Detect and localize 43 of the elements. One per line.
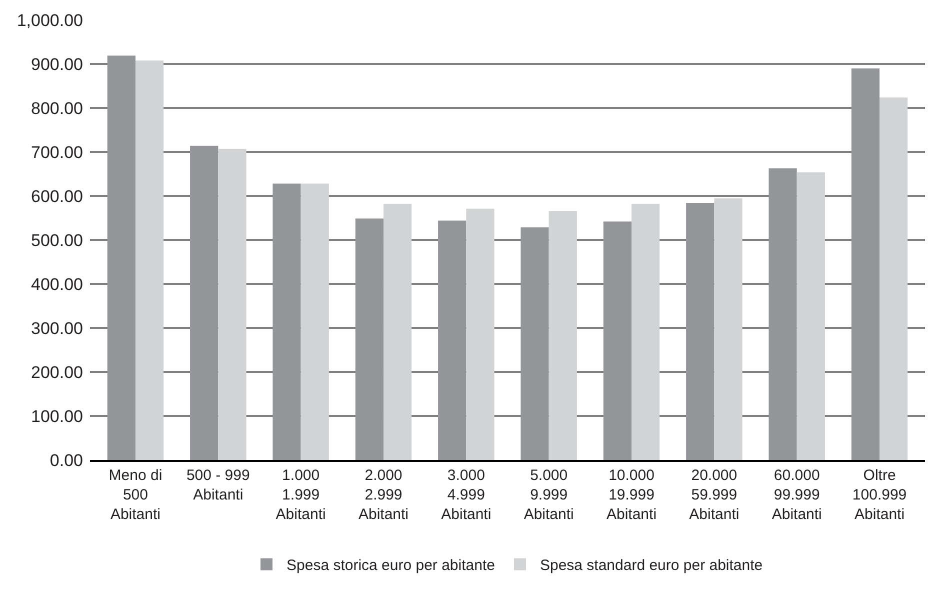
x-tick-label: 500 - 999 Abitanti — [186, 466, 250, 504]
bar — [438, 220, 466, 460]
bar — [768, 168, 797, 460]
y-tick-label: 900.00 — [31, 54, 83, 74]
bar — [520, 227, 549, 460]
bar — [548, 210, 577, 460]
y-tick-label: 0.00 — [50, 450, 83, 470]
y-tick-label: 600.00 — [31, 186, 83, 206]
bar — [190, 146, 218, 460]
y-tick-label: 800.00 — [31, 98, 83, 118]
y-tick-label: 500.00 — [31, 230, 83, 250]
x-tick-label: 5.000 9.999 Abitanti — [524, 466, 574, 523]
legend-label: Spesa storica euro per abitante — [286, 557, 495, 574]
y-tick-label: 700.00 — [31, 142, 83, 162]
x-tick-label: Meno di 500 Abitanti — [108, 466, 162, 523]
x-tick-label: 20.000 59.999 Abitanti — [689, 466, 740, 523]
bar — [714, 198, 742, 460]
y-tick-label: 1,000.00 — [16, 10, 83, 30]
bar — [686, 203, 714, 460]
bar — [466, 208, 494, 460]
x-tick-label: 10.000 19.999 Abitanti — [606, 466, 657, 523]
x-tick-label: 2.000 2.999 Abitanti — [358, 466, 409, 523]
y-tick-label: 200.00 — [31, 362, 83, 382]
bar — [603, 222, 632, 460]
bar — [135, 60, 164, 460]
bar — [300, 184, 329, 460]
x-tick-label: 60.000 99.999 Abitanti — [772, 466, 822, 523]
x-tick-label: 3.000 4.999 Abitanti — [441, 466, 492, 523]
x-tick-label: 1.000 1.999 Abitanti — [276, 466, 326, 523]
bar — [107, 56, 136, 460]
bar — [383, 204, 412, 460]
bar — [272, 184, 301, 460]
bar — [851, 68, 880, 460]
x-tick-label: Oltre 100.999 Abitanti — [852, 466, 907, 523]
y-tick-label: 300.00 — [31, 318, 83, 338]
y-tick-label: 400.00 — [31, 274, 83, 294]
bar — [880, 97, 908, 460]
bar — [218, 148, 246, 460]
bar — [632, 204, 660, 460]
bar — [796, 172, 825, 460]
bar — [355, 218, 384, 460]
y-tick-label: 100.00 — [31, 406, 83, 426]
legend-label: Spesa standard euro per abitante — [540, 557, 763, 574]
